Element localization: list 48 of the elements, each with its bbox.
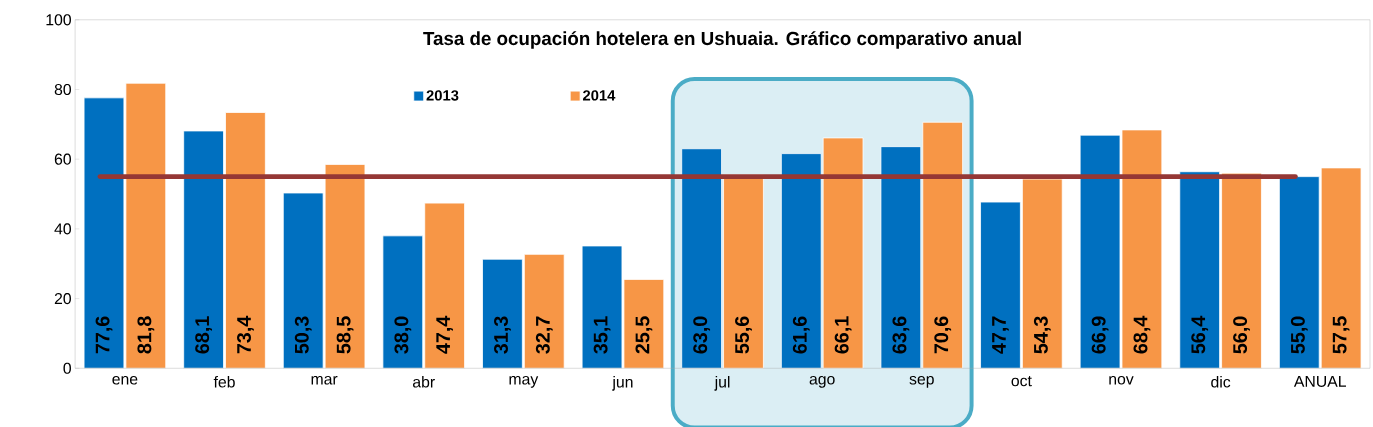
data-label: 54,3 [1033,316,1051,354]
y-tick-label: 60 [54,153,71,165]
data-label: 47,4 [436,316,453,354]
data-label: 73,4 [237,316,254,354]
x-tick-label: may [509,376,539,388]
data-label: 56,0 [1233,316,1250,354]
x-tick-label: ago [809,376,835,388]
data-label: 38,0 [394,316,412,354]
x-tick-label: sep [909,376,934,388]
data-label: 57,5 [1332,316,1350,354]
data-label: 31,3 [494,316,511,354]
y-tick-label: 20 [54,293,71,305]
data-label: 61,6 [792,316,810,354]
data-label: 68,1 [195,316,212,354]
y-tick-label: 100 [46,14,71,26]
text: Tasa de ocupación hotelera en Ushuaia. Gráfico comparativo anual [423,31,1021,49]
data-label: 66,9 [1091,316,1109,354]
data-label: 50,3 [294,316,312,354]
data-label: 35,1 [593,316,611,354]
data-label: 47,7 [992,316,1009,354]
y-tick-label: 80 [54,84,71,96]
data-label: 58,5 [336,316,354,354]
x-tick-label: jul [714,376,730,391]
legend-label: 2013 [426,90,459,101]
data-label: 63,6 [892,316,910,354]
data-label: 70,6 [934,316,952,354]
x-tick-label: dic [1211,376,1231,388]
data-label: 68,4 [1133,316,1151,354]
data-label: 25,5 [635,316,653,354]
x-tick-label: nov [1109,376,1134,385]
x-tick-label: ene [112,376,138,385]
x-tick-label: feb [213,376,235,388]
x-tick-label: oct [1011,376,1032,387]
data-label: 63,0 [693,316,711,354]
x-tick-label: mar [311,376,338,385]
data-label: 32,7 [535,316,553,354]
y-tick-label: 0 [63,362,71,375]
data-label: 56,4 [1191,316,1209,354]
data-label: 55,0 [1290,316,1308,354]
data-label: 77,6 [95,316,113,354]
x-tick-label: abr [412,376,435,388]
y-tick-label: 40 [54,223,71,235]
x-tick-label: jun [612,376,633,391]
data-label: 81,8 [137,316,155,354]
x-tick-label: ANUAL [1293,376,1346,388]
data-label: 55,6 [735,316,752,354]
legend-label: 2014 [582,90,616,101]
data-label: 66,1 [834,316,852,354]
